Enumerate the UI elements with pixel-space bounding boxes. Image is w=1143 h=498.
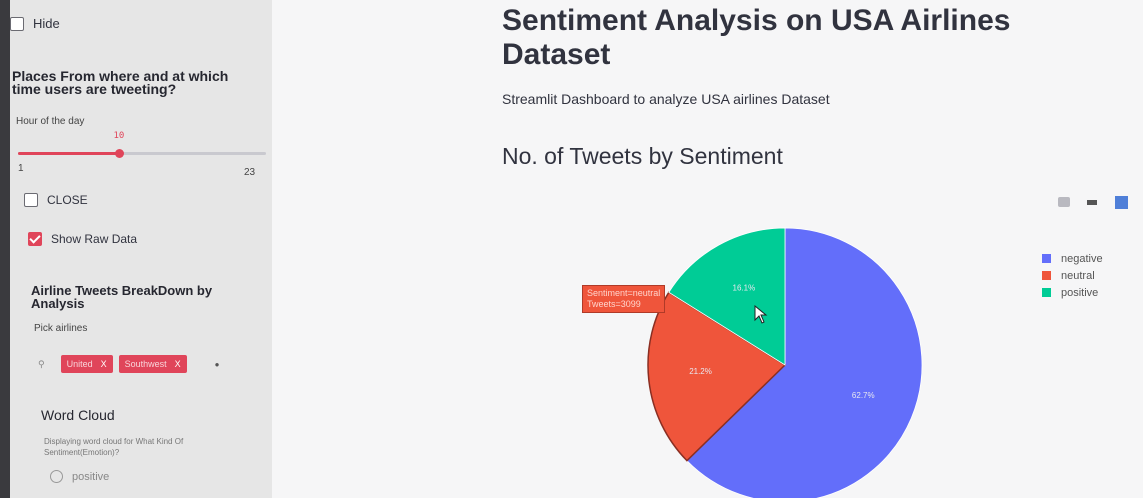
remove-tag-icon[interactable]: X (174, 359, 181, 369)
legend-swatch (1042, 271, 1051, 280)
legend-item-neutral[interactable]: neutral (1042, 267, 1103, 284)
page-title: Sentiment Analysis on USA Airlines Datas… (502, 4, 1011, 71)
airline-tag-label: United (66, 359, 93, 369)
word-cloud-heading: Word Cloud (41, 407, 115, 423)
radio-positive[interactable]: positive (50, 470, 109, 483)
hour-slider[interactable] (18, 149, 266, 158)
pie-slice-positive[interactable] (668, 227, 786, 366)
legend-label: neutral (1061, 269, 1095, 282)
pie-label-negative: 62.7% (852, 391, 875, 400)
close-label: CLOSE (47, 193, 88, 207)
legend-item-negative[interactable]: negative (1042, 250, 1103, 267)
airline-tag-united[interactable]: United X (60, 355, 113, 373)
legend-label: positive (1061, 286, 1099, 299)
pie-label-positive: 16.1% (733, 284, 756, 293)
close-checkbox-box[interactable] (24, 193, 38, 207)
places-heading: Places From where and at which time user… (12, 68, 229, 97)
main-content: Sentiment Analysis on USA Airlines Datas… (272, 0, 1143, 498)
legend-item-positive[interactable]: positive (1042, 284, 1103, 301)
zoom-icon[interactable] (1087, 200, 1097, 205)
dropdown-icon[interactable]: ● (214, 359, 220, 369)
search-icon: ⚲ (38, 358, 45, 369)
hide-checkbox[interactable]: Hide (10, 16, 60, 31)
pie-label-neutral: 21.2% (689, 367, 712, 376)
airline-multiselect[interactable]: ⚲ United X Southwest X ● (38, 352, 260, 376)
radio-label: positive (72, 470, 110, 483)
show-raw-data-label: Show Raw Data (51, 232, 138, 246)
slider-fill (18, 152, 120, 155)
hover-tooltip: Sentiment=neutral Tweets=3099 (582, 285, 666, 313)
close-checkbox[interactable]: CLOSE (24, 193, 88, 207)
sidebar: Hide Places From where and at which time… (10, 0, 272, 498)
airline-tag-southwest[interactable]: Southwest X (118, 355, 187, 373)
word-cloud-text: Displaying word cloud for What Kind Of S… (44, 437, 184, 457)
legend-swatch (1042, 288, 1051, 297)
page-subtitle: Streamlit Dashboard to analyze USA airli… (502, 91, 830, 107)
legend-swatch (1042, 254, 1051, 263)
slider-label: Hour of the day (16, 116, 85, 127)
plotly-logo-icon[interactable] (1115, 196, 1128, 209)
screen-bezel (0, 0, 10, 498)
hide-label: Hide (33, 16, 60, 31)
camera-icon[interactable] (1058, 197, 1070, 207)
slider-min: 1 (18, 163, 24, 174)
radio-circle[interactable] (50, 470, 63, 483)
hover-line2: Tweets=3099 (587, 299, 641, 309)
mouse-cursor-icon (754, 305, 768, 324)
legend-label: negative (1061, 252, 1103, 265)
slider-max: 23 (244, 167, 256, 178)
hover-line1: Sentiment=neutral (587, 288, 661, 298)
pick-airlines-label: Pick airlines (34, 323, 88, 334)
airline-tag-label: Southwest (124, 359, 167, 369)
hide-checkbox-box[interactable] (10, 16, 24, 31)
pie-slice-negative[interactable] (686, 227, 923, 498)
show-raw-data-checkbox-box[interactable] (28, 232, 42, 246)
slider-thumb[interactable] (115, 149, 125, 158)
remove-tag-icon[interactable]: X (100, 359, 107, 369)
section-title: No. of Tweets by Sentiment (502, 143, 783, 169)
show-raw-data-checkbox[interactable]: Show Raw Data (28, 232, 137, 246)
breakdown-heading: Airline Tweets BreakDown by Analysis (31, 283, 213, 311)
sentiment-pie-chart: 62.7% 21.2% 16.1% (647, 227, 923, 498)
chart-legend: negative neutral positive (1042, 250, 1103, 301)
slider-value: 10 (113, 131, 125, 141)
